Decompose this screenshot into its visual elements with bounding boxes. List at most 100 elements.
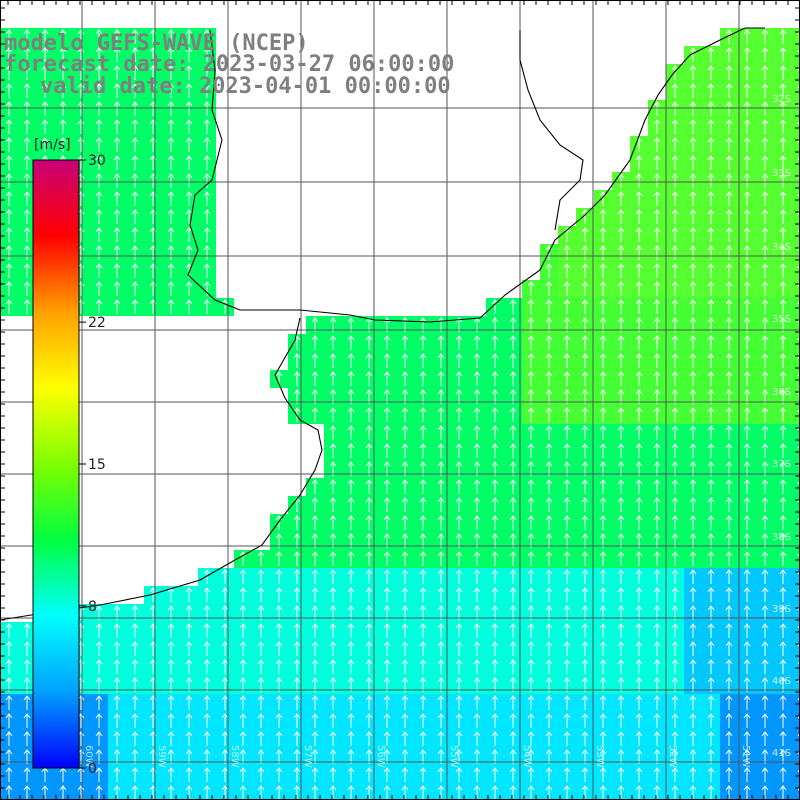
- wind-arrow: [509, 767, 517, 782]
- wind-arrow: [401, 515, 409, 530]
- wind-arrow: [599, 767, 607, 782]
- wind-arrow: [185, 173, 193, 188]
- wind-cell: [792, 496, 800, 514]
- wind-arrow: [437, 479, 445, 494]
- wind-arrow: [275, 731, 283, 746]
- wind-arrow: [167, 29, 175, 44]
- wind-arrow: [455, 353, 463, 368]
- wind-arrow: [167, 281, 175, 296]
- wind-arrow: [473, 497, 481, 512]
- wind-arrow: [23, 659, 31, 674]
- lat-label: 38S: [772, 532, 791, 543]
- wind-arrow: [671, 209, 679, 224]
- wind-arrow: [743, 137, 751, 152]
- wind-arrow: [617, 731, 625, 746]
- wind-arrow: [77, 785, 85, 800]
- wind-arrow: [131, 245, 139, 260]
- wind-arrow: [707, 263, 715, 278]
- wind-arrow: [563, 245, 571, 260]
- wind-arrow: [167, 191, 175, 206]
- lat-label: 41S: [772, 748, 791, 759]
- wind-arrow: [5, 767, 13, 782]
- wind-arrow: [95, 641, 103, 656]
- wind-arrow: [5, 101, 13, 116]
- wind-arrow: [707, 47, 715, 62]
- wind-arrow: [329, 785, 337, 800]
- wind-arrow: [95, 191, 103, 206]
- wind-arrow: [725, 587, 733, 602]
- wind-arrow: [725, 155, 733, 170]
- wind-arrow: [347, 569, 355, 584]
- wind-arrow: [617, 623, 625, 638]
- wind-arrow: [689, 587, 697, 602]
- wind-arrow: [131, 263, 139, 278]
- wind-arrow: [167, 695, 175, 710]
- wind-arrow: [203, 47, 211, 62]
- wind-arrow: [5, 263, 13, 278]
- wind-arrow: [167, 227, 175, 242]
- wind-arrow: [419, 641, 427, 656]
- wind-arrow: [635, 767, 643, 782]
- wind-arrow: [131, 731, 139, 746]
- lat-label: 34S: [772, 242, 791, 253]
- wind-arrow: [707, 173, 715, 188]
- wind-arrow: [563, 353, 571, 368]
- wind-arrow: [761, 479, 769, 494]
- wind-arrow: [653, 785, 661, 800]
- wind-arrow: [95, 299, 103, 314]
- wind-arrow: [401, 371, 409, 386]
- wind-arrow: [761, 767, 769, 782]
- wind-arrow: [653, 479, 661, 494]
- wind-arrow: [473, 353, 481, 368]
- wind-arrow: [59, 137, 67, 152]
- wind-arrow: [95, 119, 103, 134]
- wind-arrow: [491, 659, 499, 674]
- wind-arrow: [527, 497, 535, 512]
- wind-arrow: [509, 425, 517, 440]
- wind-arrow: [365, 569, 373, 584]
- wind-arrow: [239, 713, 247, 728]
- wind-arrow: [185, 785, 193, 800]
- wind-arrow: [221, 659, 229, 674]
- wind-arrow: [311, 713, 319, 728]
- wind-cell: [792, 226, 800, 244]
- lon-label: 58W: [229, 745, 240, 768]
- wind-arrow: [329, 479, 337, 494]
- wind-arrow: [581, 623, 589, 638]
- wind-arrow: [293, 767, 301, 782]
- wind-arrow: [113, 173, 121, 188]
- wind-arrow: [41, 47, 49, 62]
- wind-cell: [792, 514, 800, 532]
- wind-arrow: [203, 641, 211, 656]
- wind-arrow: [671, 587, 679, 602]
- wind-arrow: [707, 245, 715, 260]
- wind-arrow: [527, 695, 535, 710]
- wind-arrow: [563, 515, 571, 530]
- wind-arrow: [617, 209, 625, 224]
- wind-arrow: [365, 587, 373, 602]
- wind-arrow: [671, 515, 679, 530]
- wind-arrow: [671, 479, 679, 494]
- wind-arrow: [671, 443, 679, 458]
- wind-arrow: [563, 731, 571, 746]
- wind-arrow: [707, 731, 715, 746]
- wind-arrow: [599, 641, 607, 656]
- wind-cell: [792, 622, 800, 640]
- wind-arrow: [743, 353, 751, 368]
- wind-arrow: [725, 137, 733, 152]
- wind-arrow: [725, 173, 733, 188]
- wind-arrow: [671, 335, 679, 350]
- wind-arrow: [167, 785, 175, 800]
- wind-arrow: [311, 497, 319, 512]
- wind-arrow: [419, 569, 427, 584]
- wind-arrow: [113, 245, 121, 260]
- wind-arrow: [725, 335, 733, 350]
- wind-arrow: [581, 569, 589, 584]
- wind-arrow: [761, 119, 769, 134]
- wind-arrow: [707, 551, 715, 566]
- wind-cell: [792, 748, 800, 766]
- wind-cell: [792, 46, 800, 64]
- wind-arrow: [131, 173, 139, 188]
- wind-arrow: [437, 587, 445, 602]
- wind-arrow: [455, 569, 463, 584]
